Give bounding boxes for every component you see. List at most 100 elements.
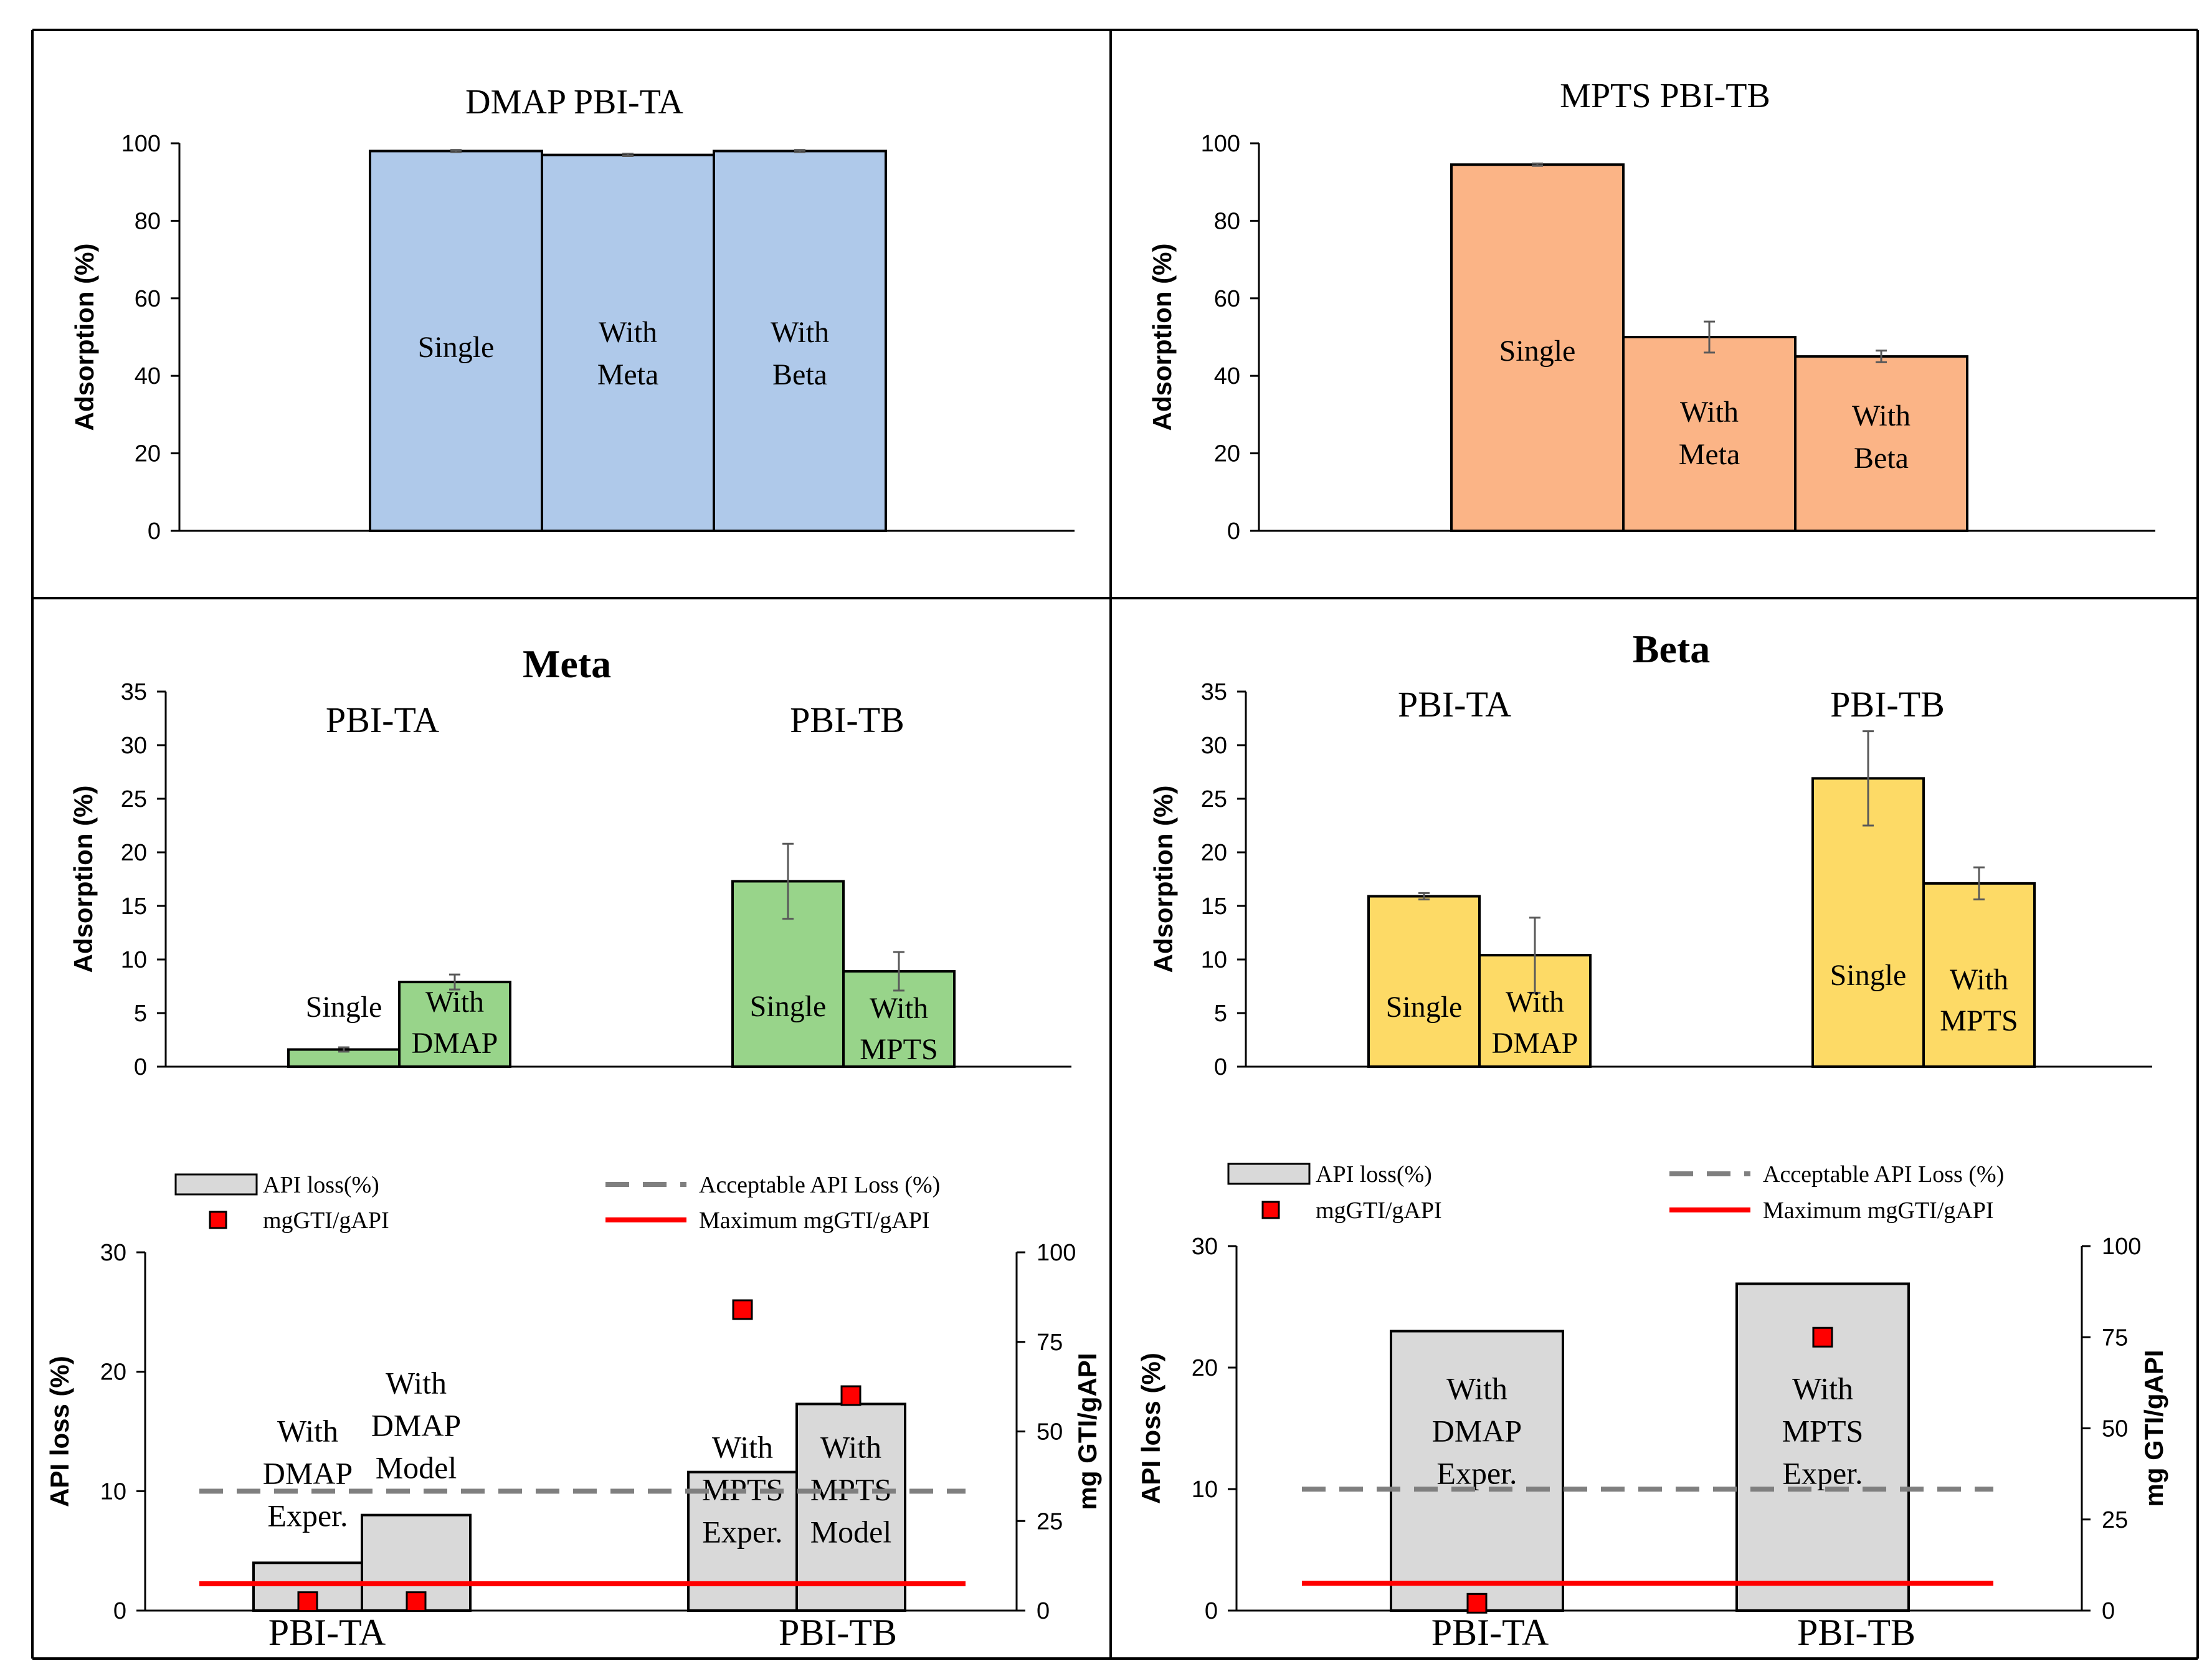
data-bar (1794, 355, 1968, 532)
y-tick-label: 30 (121, 733, 147, 759)
y-tick-label: 35 (1201, 679, 1227, 705)
legend-marker-swatch (1261, 1201, 1280, 1219)
mggti-marker (406, 1591, 427, 1612)
legend-line-label: Maximum mgGTI/gAPI (1763, 1197, 1993, 1224)
data-bar (1622, 336, 1797, 532)
legend-bar-label: API loss(%) (263, 1172, 379, 1198)
y-tick-label: 30 (100, 1240, 126, 1266)
group-name: PBI-TB (1797, 1612, 1915, 1653)
bar-label: DMAP (1432, 1414, 1522, 1449)
y-axis-label: Adsorption (%) (1147, 244, 1177, 431)
bar-label: With (1792, 1371, 1853, 1406)
error-bar (338, 1046, 349, 1053)
chart-title: MPTS PBI-TB (1560, 77, 1770, 115)
y-tick-label: 30 (1201, 733, 1227, 759)
error-bar (1529, 917, 1540, 994)
legend-marker-label: mgGTI/gAPI (263, 1207, 389, 1234)
y-right-tick-label: 50 (1037, 1419, 1063, 1445)
bar-label: With (599, 316, 657, 349)
bar-label: Model (810, 1515, 892, 1550)
y-tick-label: 40 (135, 363, 161, 389)
y-tick-label: 10 (121, 947, 147, 973)
y-tick-label: 80 (135, 208, 161, 234)
error-bar (1704, 320, 1715, 354)
error-bar (449, 973, 460, 991)
bar-label: DMAP (1492, 1027, 1578, 1060)
y-tick-label: 5 (1214, 1001, 1227, 1027)
y-tick-label: 0 (148, 518, 161, 545)
data-bar (795, 1402, 906, 1612)
y-right-tick-label: 100 (1037, 1240, 1076, 1266)
y-tick-label: 15 (1201, 893, 1227, 920)
y-tick-label: 80 (1214, 208, 1240, 234)
y-tick-label: 10 (100, 1478, 126, 1505)
mggti-marker (1812, 1326, 1833, 1348)
bar-label: With (1852, 399, 1911, 432)
bar-label: Exper. (267, 1498, 348, 1533)
y-axis-label: API loss (%) (45, 1356, 74, 1507)
y-tick-label: 0 (113, 1598, 126, 1624)
y-tick-label: 100 (121, 131, 161, 157)
error-bar (782, 842, 794, 920)
data-bar (687, 1470, 798, 1612)
y-tick-label: 20 (100, 1359, 126, 1386)
legend-bar-label: API loss(%) (1316, 1161, 1432, 1188)
y-tick-label: 35 (121, 679, 147, 705)
error-bar (622, 153, 634, 158)
group-name: PBI-TB (790, 700, 904, 740)
panel-frame (31, 29, 2199, 1660)
y-right-tick-label: 75 (1037, 1330, 1063, 1356)
bar-label: MPTS (860, 1033, 937, 1066)
bar-label: With (820, 1430, 881, 1465)
y-tick-label: 20 (135, 441, 161, 467)
data-bar (541, 153, 715, 533)
error-bar (1418, 892, 1430, 901)
bar-label: Meta (597, 358, 659, 391)
bar-label: Single (1386, 991, 1463, 1024)
error-bar (1532, 162, 1543, 167)
y-tick-label: 20 (1214, 441, 1240, 467)
y-tick-label: 100 (1201, 131, 1240, 157)
legend-dash-label: Acceptable API Loss (%) (699, 1172, 940, 1198)
chart-api-loss-meta: 0 10 20 30 API loss (%) 0 25 50 75 100 mg GTI/gAPI… (45, 1172, 1102, 1653)
legend-marker-swatch (209, 1211, 227, 1229)
mggti-marker (297, 1591, 318, 1612)
y-tick-label: 25 (121, 786, 147, 812)
bar-label: DMAP (412, 1027, 498, 1060)
bar-label: With (712, 1430, 773, 1465)
bar-label: Single (418, 331, 495, 364)
y-tick-label: 30 (1192, 1234, 1218, 1260)
chart-mpts-pbi-tb: 0 20 40 60 80 100 Adsorption (%) MPTS PBI-TB Sin… (1147, 77, 2155, 545)
y-axis-right-label: mg GTI/gAPI (2139, 1350, 2168, 1507)
y-right-tick-label: 25 (1037, 1508, 1063, 1535)
mggti-marker (732, 1299, 753, 1320)
bar-label: With (870, 992, 928, 1025)
error-bar (794, 149, 805, 153)
bar-label: Single (750, 990, 827, 1023)
y-tick-label: 10 (1192, 1477, 1218, 1503)
y-axis-label: API loss (%) (1136, 1353, 1165, 1504)
bar-label: Model (376, 1450, 457, 1485)
data-bar (398, 981, 511, 1068)
y-tick-label: 20 (121, 840, 147, 866)
error-bar (1863, 730, 1874, 827)
y-tick-label: 60 (135, 286, 161, 312)
data-bar (1367, 895, 1481, 1069)
bar-label: With (1506, 986, 1564, 1019)
group-name: PBI-TA (268, 1612, 386, 1653)
data-bar (713, 150, 887, 532)
y-tick-label: 5 (134, 1001, 147, 1027)
bar-label: With (1680, 396, 1739, 429)
y-axis-label: Adsorption (%) (1149, 786, 1178, 973)
bar-label: Exper. (702, 1515, 782, 1550)
error-bar (1973, 866, 1985, 901)
group-name: PBI-TA (1431, 1612, 1549, 1653)
error-bar (893, 951, 904, 992)
chart-meta: 0 5 10 15 20 25 30 35 Adsorption (%) Meta PBI-TA Si… (69, 642, 1071, 1080)
y-tick-label: 20 (1201, 840, 1227, 866)
legend-bar-swatch (1227, 1163, 1311, 1185)
group-name: PBI-TA (1398, 684, 1511, 725)
bar-label: Meta (1679, 438, 1740, 471)
y-tick-label: 0 (134, 1054, 147, 1080)
